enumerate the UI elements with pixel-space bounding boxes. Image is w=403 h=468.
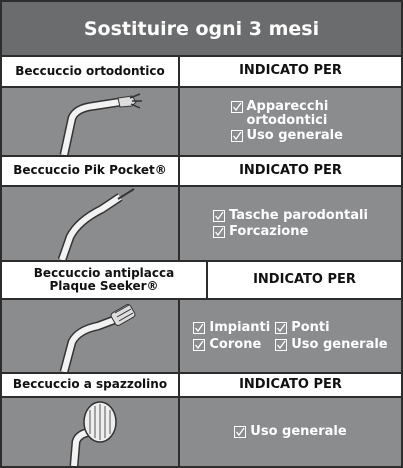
item: Impianti bbox=[193, 321, 270, 335]
item-list: Uso generale bbox=[234, 424, 347, 440]
item: Uso generale bbox=[234, 424, 347, 440]
item-text: Tasche parodontali bbox=[229, 207, 368, 223]
item-text: Uso generale bbox=[291, 336, 388, 352]
section-label-row: Beccuccio a spazzolino INDICATO PER bbox=[2, 374, 401, 396]
item-list: Impianti Ponti Corone Uso generale bbox=[193, 321, 388, 352]
indicated-for: INDICATO PER bbox=[180, 157, 401, 185]
tip-drawing bbox=[59, 93, 142, 155]
item-text: Forcazione bbox=[229, 223, 309, 239]
section-label-row: Beccuccio Pik Pocket® INDICATO PER bbox=[2, 157, 401, 185]
section-label-row: Beccuccio antiplacca Plaque Seeker® INDI… bbox=[2, 262, 401, 298]
item-text: Apparecchi ortodontici bbox=[246, 99, 329, 128]
section-image-row: Apparecchi ortodontici Uso generale bbox=[2, 88, 401, 155]
item: Apparecchi ortodontici bbox=[230, 99, 351, 128]
item-text: Uso generale bbox=[246, 128, 343, 144]
tip-illustration bbox=[2, 398, 178, 466]
item-list: Apparecchi ortodontici Uso generale bbox=[230, 99, 351, 144]
item: Uso generale bbox=[275, 336, 388, 352]
header-title: Sostituire ogni 3 mesi bbox=[83, 17, 320, 40]
tip-name: Beccuccio a spazzolino bbox=[2, 374, 178, 396]
item-text: Uso generale bbox=[250, 424, 347, 440]
indicated-for: INDICATO PER bbox=[180, 374, 401, 396]
header: Sostituire ogni 3 mesi bbox=[2, 2, 401, 55]
tip-name: Beccuccio antiplacca Plaque Seeker® bbox=[2, 262, 206, 298]
item: Corone bbox=[193, 336, 270, 352]
indicated-for: INDICATO PER bbox=[180, 57, 401, 86]
tip-drawing bbox=[57, 188, 135, 260]
tip-illustration bbox=[2, 300, 178, 372]
item-text: Ponti bbox=[291, 319, 330, 335]
item-text: Corone bbox=[209, 336, 262, 352]
item: Ponti bbox=[275, 321, 387, 335]
item: Uso generale bbox=[230, 128, 351, 144]
tip-drawing bbox=[69, 401, 117, 466]
tip-drawing bbox=[59, 304, 136, 372]
indicated-for: INDICATO PER bbox=[208, 262, 401, 298]
item: Forcazione bbox=[213, 223, 368, 239]
tip-name: Beccuccio Pik Pocket® bbox=[2, 157, 178, 185]
section-image-row: Tasche parodontali Forcazione bbox=[2, 187, 401, 260]
section-image-row: Impianti Ponti Corone Uso generale bbox=[2, 300, 401, 372]
section-image-row: Uso generale bbox=[2, 398, 401, 466]
section-label-row: Beccuccio ortodontico INDICATO PER bbox=[2, 57, 401, 86]
item-list: Tasche parodontali Forcazione bbox=[213, 209, 368, 238]
item-text: Impianti bbox=[209, 319, 271, 335]
tip-illustration bbox=[2, 88, 178, 155]
tip-illustration bbox=[2, 187, 178, 260]
item: Tasche parodontali bbox=[213, 209, 368, 223]
tip-name: Beccuccio ortodontico bbox=[2, 57, 178, 86]
